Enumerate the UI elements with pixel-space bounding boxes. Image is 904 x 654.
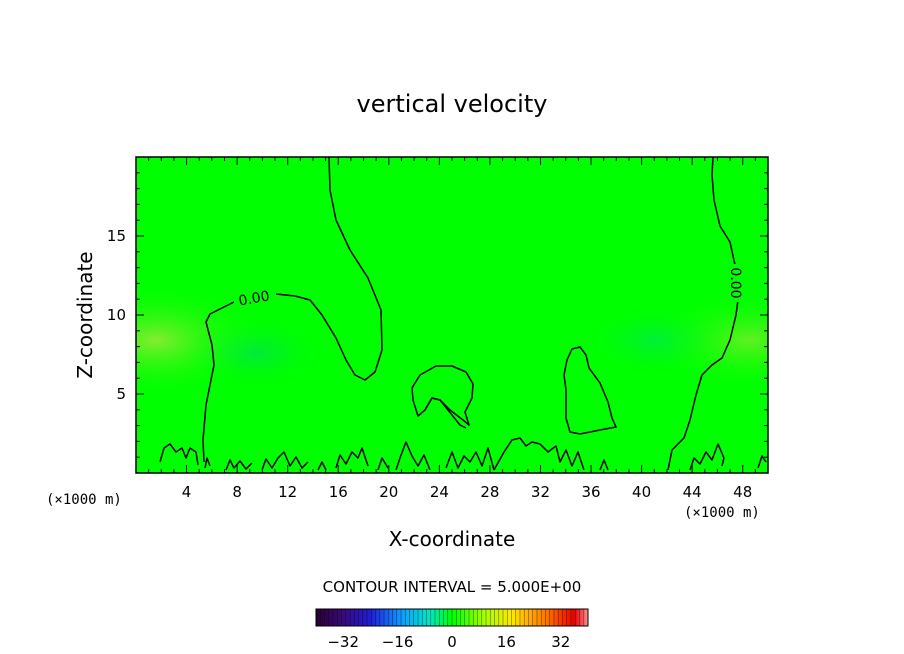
- x-tick-label: 20: [379, 483, 398, 501]
- contour-surface-wiggles-right: [493, 437, 767, 471]
- contour-line-right-top: [711, 157, 736, 266]
- contour-interval-text: CONTOUR INTERVAL = 5.000E+00: [323, 578, 582, 596]
- x-tick-label: 16: [329, 483, 348, 501]
- x-tick-label: 4: [182, 483, 192, 501]
- contour-blob-24b: [424, 397, 467, 429]
- x-unit-label-right: (×1000 m): [684, 505, 760, 521]
- colorbar-labels: −32 −16 0 16 32: [327, 633, 570, 651]
- contour-line-left: [202, 299, 239, 463]
- colorbar-tick-label: 16: [497, 633, 516, 651]
- x-tick-label: 32: [531, 483, 550, 501]
- contour-surface-wiggles-mid: [225, 441, 495, 471]
- contour-label-bg-right: [729, 264, 743, 302]
- contour-label-left: 0.00: [237, 288, 270, 309]
- chart-title: vertical velocity: [357, 90, 548, 118]
- y-axis-title: Z-coordinate: [73, 251, 97, 378]
- x-axis-ticks: 4 8 12 16 20 24 28 32 36 40 44 48: [148, 157, 756, 501]
- y-tick-label: 10: [107, 306, 126, 324]
- contour-blob-35: [563, 346, 617, 435]
- x-tick-label: 36: [581, 483, 600, 501]
- plot-area: 0.00 0.00: [135, 156, 769, 474]
- colorbar-tick-label: −16: [382, 633, 414, 651]
- x-tick-label: 24: [430, 483, 449, 501]
- x-tick-label: 44: [683, 483, 702, 501]
- colorbar: −32 −16 0 16 32: [315, 608, 589, 651]
- x-tick-label: 8: [232, 483, 242, 501]
- colorbar-tick-label: 32: [551, 633, 570, 651]
- zero-contours: [159, 157, 767, 471]
- x-tick-label: 40: [632, 483, 651, 501]
- y-tick-label: 5: [116, 385, 126, 403]
- x-tick-label: 48: [733, 483, 752, 501]
- x-axis-title: X-coordinate: [389, 527, 516, 551]
- colorbar-tick-label: 0: [447, 633, 457, 651]
- contour-surface-wiggles-left: [159, 443, 211, 469]
- x-tick-label: 28: [480, 483, 499, 501]
- colorbar-segments: [319, 609, 585, 626]
- contour-label-right: 0.00: [727, 267, 743, 298]
- contour-label-bg-left: [234, 291, 274, 305]
- colorbar-tick-label: −32: [327, 633, 359, 651]
- contour-line-left-top: [275, 157, 383, 381]
- contour-line-right-bottom: [667, 299, 739, 471]
- field-shading-mid-right: [136, 157, 768, 473]
- y-axis-ticks: 5 10 15: [107, 172, 768, 458]
- x-tick-label: 12: [278, 483, 297, 501]
- x-unit-label-left: (×1000 m): [46, 492, 122, 508]
- y-tick-label: 15: [107, 227, 126, 245]
- colorbar-frame: [315, 608, 589, 627]
